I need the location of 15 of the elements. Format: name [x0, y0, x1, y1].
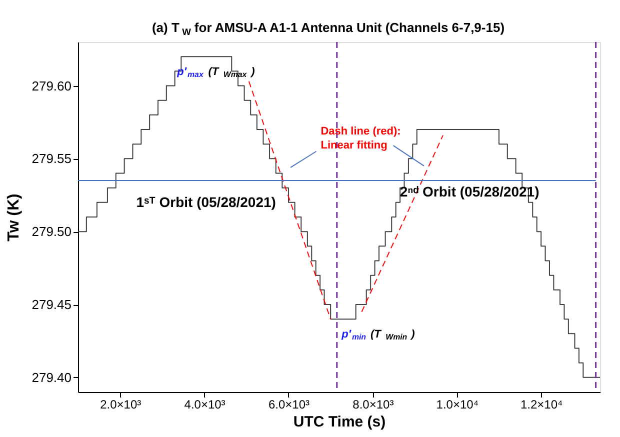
y-tick-label: 279.55: [32, 151, 72, 166]
y-tick-label: 279.60: [32, 78, 72, 94]
x-tick-label: 4.0×10³: [184, 398, 226, 412]
y-tick-label: 279.45: [32, 297, 72, 312]
x-tick-label: 1.2×10⁴: [520, 398, 563, 412]
y-tick-label: 279.50: [32, 224, 72, 240]
x-tick-label: 8.0×10³: [352, 398, 394, 412]
x-tick-label: 6.0×10³: [268, 398, 310, 412]
x-tick-label: 1.0×10⁴: [436, 398, 478, 412]
x-axis-title: UTC Time (s): [293, 414, 386, 430]
y-tick-label: 279.40: [32, 370, 72, 385]
annotation: 1ˢᵀ Orbit (05/28/2021): [136, 194, 276, 210]
chart-title: (a) TW for AMSU-A A1-1 Antenna Unit (Channels 6-7,9-15): [152, 20, 505, 37]
y-axis-title: Tw (K): [6, 194, 23, 242]
x-tick-label: 2.0×10³: [100, 398, 142, 412]
